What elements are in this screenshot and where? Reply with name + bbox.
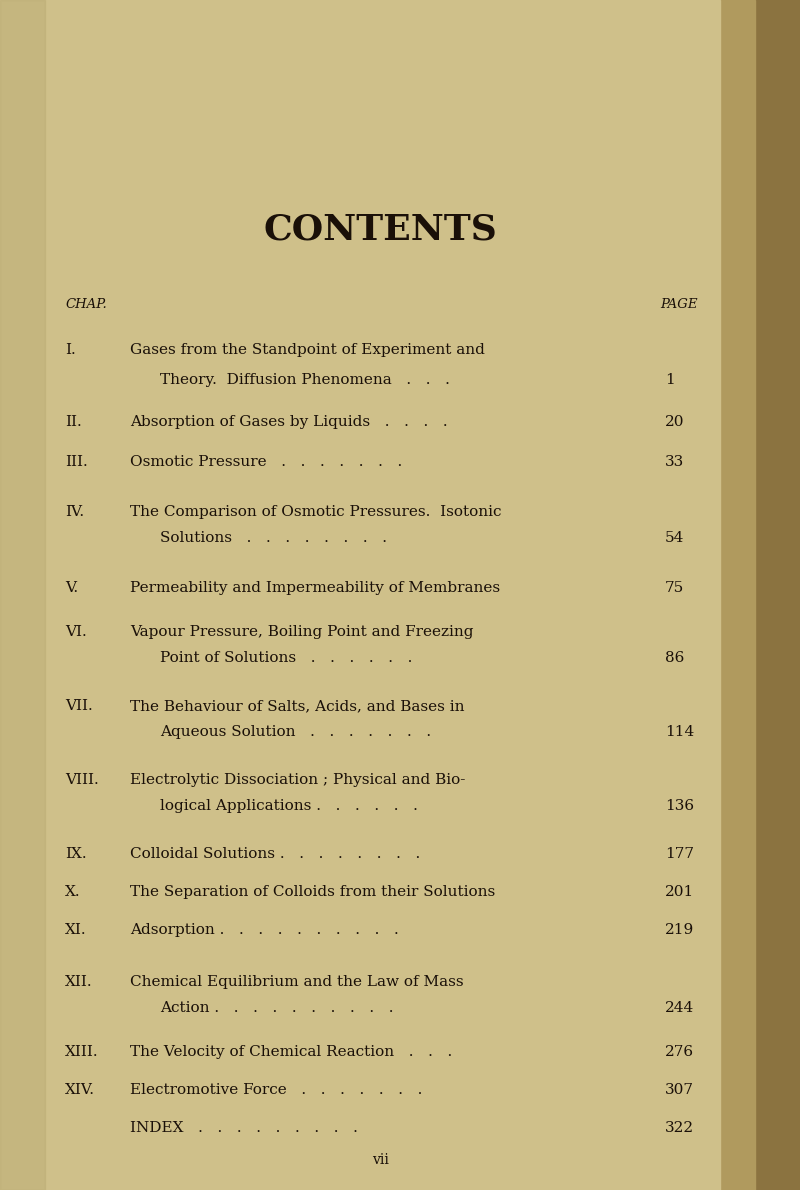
Text: 75: 75	[665, 581, 684, 595]
Text: CONTENTS: CONTENTS	[263, 213, 497, 248]
Text: Osmotic Pressure   .   .   .   .   .   .   .: Osmotic Pressure . . . . . . .	[130, 455, 402, 469]
Text: 1: 1	[665, 372, 674, 387]
Text: 177: 177	[665, 847, 694, 862]
Text: 86: 86	[665, 651, 684, 665]
Text: 136: 136	[665, 798, 694, 813]
Text: XII.: XII.	[65, 975, 93, 989]
Text: II.: II.	[65, 415, 82, 430]
Text: Absorption of Gases by Liquids   .   .   .   .: Absorption of Gases by Liquids . . . .	[130, 415, 448, 430]
Text: The Velocity of Chemical Reaction   .   .   .: The Velocity of Chemical Reaction . . .	[130, 1045, 452, 1059]
Text: 201: 201	[665, 885, 694, 898]
Text: The Behaviour of Salts, Acids, and Bases in: The Behaviour of Salts, Acids, and Bases…	[130, 699, 465, 713]
Text: The Separation of Colloids from their Solutions: The Separation of Colloids from their So…	[130, 885, 495, 898]
Text: INDEX   .   .   .   .   .   .   .   .   .: INDEX . . . . . . . . .	[130, 1121, 358, 1135]
Text: 114: 114	[665, 725, 694, 739]
Text: Solutions   .   .   .   .   .   .   .   .: Solutions . . . . . . . .	[160, 531, 387, 545]
Text: VII.: VII.	[65, 699, 93, 713]
Text: Gases from the Standpoint of Experiment and: Gases from the Standpoint of Experiment …	[130, 343, 485, 357]
Text: 219: 219	[665, 923, 694, 937]
Text: Colloidal Solutions .   .   .   .   .   .   .   .: Colloidal Solutions . . . . . . . .	[130, 847, 420, 862]
Text: vii: vii	[371, 1153, 389, 1167]
Text: 33: 33	[665, 455, 684, 469]
Text: Point of Solutions   .   .   .   .   .   .: Point of Solutions . . . . . .	[160, 651, 412, 665]
Text: XIII.: XIII.	[65, 1045, 98, 1059]
Text: Chemical Equilibrium and the Law of Mass: Chemical Equilibrium and the Law of Mass	[130, 975, 464, 989]
Text: Action .   .   .   .   .   .   .   .   .   .: Action . . . . . . . . . .	[160, 1001, 394, 1015]
Text: The Comparison of Osmotic Pressures.  Isotonic: The Comparison of Osmotic Pressures. Iso…	[130, 505, 502, 519]
Text: 20: 20	[665, 415, 685, 430]
Text: Vapour Pressure, Boiling Point and Freezing: Vapour Pressure, Boiling Point and Freez…	[130, 625, 474, 639]
Bar	[720, 0, 755, 1190]
Text: Adsorption .   .   .   .   .   .   .   .   .   .: Adsorption . . . . . . . . . .	[130, 923, 398, 937]
Text: logical Applications .   .   .   .   .   .: logical Applications . . . . . .	[160, 798, 418, 813]
Text: Electromotive Force   .   .   .   .   .   .   .: Electromotive Force . . . . . . .	[130, 1083, 422, 1097]
Text: XI.: XI.	[65, 923, 86, 937]
Text: IX.: IX.	[65, 847, 86, 862]
Text: V.: V.	[65, 581, 78, 595]
Text: 54: 54	[665, 531, 684, 545]
Text: 276: 276	[665, 1045, 694, 1059]
Text: 307: 307	[665, 1083, 694, 1097]
Text: PAGE: PAGE	[660, 299, 698, 312]
Text: Electrolytic Dissociation ; Physical and Bio-: Electrolytic Dissociation ; Physical and…	[130, 774, 466, 787]
Text: 322: 322	[665, 1121, 694, 1135]
Text: Theory.  Diffusion Phenomena   .   .   .: Theory. Diffusion Phenomena . . .	[160, 372, 450, 387]
Text: VI.: VI.	[65, 625, 86, 639]
Text: CHAP.: CHAP.	[65, 299, 106, 312]
Text: XIV.: XIV.	[65, 1083, 95, 1097]
Text: VIII.: VIII.	[65, 774, 98, 787]
Text: Permeability and Impermeability of Membranes: Permeability and Impermeability of Membr…	[130, 581, 500, 595]
Bar	[755, 0, 800, 1190]
Text: IV.: IV.	[65, 505, 84, 519]
Text: X.: X.	[65, 885, 81, 898]
Text: III.: III.	[65, 455, 88, 469]
Text: 244: 244	[665, 1001, 694, 1015]
Text: Aqueous Solution   .   .   .   .   .   .   .: Aqueous Solution . . . . . . .	[160, 725, 431, 739]
Text: I.: I.	[65, 343, 76, 357]
Bar	[0, 0, 45, 1190]
